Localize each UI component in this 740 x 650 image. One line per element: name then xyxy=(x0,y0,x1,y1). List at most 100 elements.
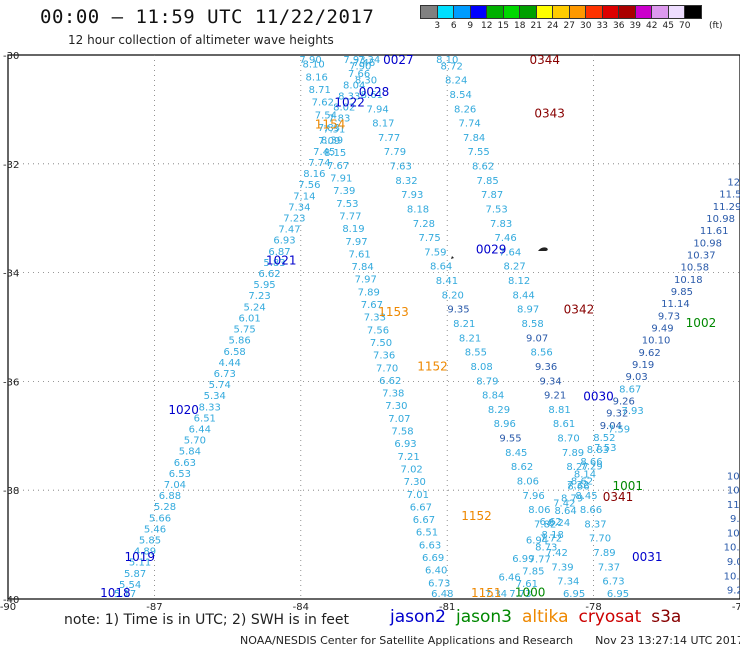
colorbar-label: 39 xyxy=(629,21,641,31)
wave-height-value: 8.18 xyxy=(407,204,429,215)
wave-height-value: 7.83 xyxy=(318,123,340,134)
wave-height-value: 8.32 xyxy=(395,176,417,187)
legend-item-jason2: jason2 xyxy=(390,607,446,627)
wave-height-value: 5.70 xyxy=(184,436,206,447)
wave-height-value: 6.88 xyxy=(159,491,181,502)
pass-time-label: 1022 xyxy=(334,96,365,110)
wave-height-value: 8.08 xyxy=(470,362,492,373)
wave-height-value: 8.29 xyxy=(488,405,510,416)
wave-height-value: 7.39 xyxy=(551,562,573,573)
wave-height-value: 6.73 xyxy=(214,369,236,380)
wave-height-value: 6.95 xyxy=(563,589,585,600)
wave-height-value: 6.40 xyxy=(425,566,447,577)
wave-height-value: 6.51 xyxy=(416,528,438,539)
wave-height-value: 8.44 xyxy=(512,290,534,301)
wave-height-value: 9.03 xyxy=(626,372,648,383)
wave-height-value: 7.66 xyxy=(348,69,370,80)
wave-height-value: 7.53 xyxy=(486,204,508,215)
lon-label: -84 xyxy=(293,602,309,613)
wave-height-value: 7.79 xyxy=(384,147,406,158)
pass-time-label: 1153 xyxy=(378,305,409,319)
wave-height-value: 8.81 xyxy=(548,405,570,416)
wave-height-value: 7.53 xyxy=(594,443,616,454)
wave-height-value: 11.14 xyxy=(661,299,690,310)
wave-height-value: 8.15 xyxy=(324,148,346,159)
wave-height-value: 8.84 xyxy=(482,391,504,402)
wave-height-value: 8.14 xyxy=(574,469,596,480)
lat-label: -38 xyxy=(3,486,19,497)
wave-height-value: 8.37 xyxy=(584,519,606,530)
lon-label: -87 xyxy=(146,602,162,613)
wave-height-value: 5.17 xyxy=(114,589,136,600)
wave-height-value: 7.84 xyxy=(463,133,485,144)
wave-height-value: 7.37 xyxy=(598,562,620,573)
wave-height-value: 7.89 xyxy=(593,548,615,559)
colorbar-label: 33 xyxy=(596,21,608,31)
wave-height-value: 5.11 xyxy=(129,558,151,569)
colorbar-label: 24 xyxy=(547,21,559,31)
wave-height-value: 8.62 xyxy=(472,162,494,173)
wave-height-value: 9.73 xyxy=(658,311,680,322)
wave-height-value: 10.7 xyxy=(727,471,740,482)
wave-height-value: 7.02 xyxy=(401,464,423,475)
lon-label: -81 xyxy=(439,602,455,613)
colorbar-label: 18 xyxy=(514,21,526,31)
wave-height-value: 8.04 xyxy=(343,80,365,91)
wave-height-value: 7.58 xyxy=(391,427,413,438)
map-title: 00:00 – 11:59 UTC 11/22/2017 xyxy=(40,6,375,28)
wave-height-value: 8.41 xyxy=(436,276,458,287)
wave-height-value: 7.53 xyxy=(336,199,358,210)
pass-time-label: 0029 xyxy=(476,243,507,257)
wave-height-value: 7.46 xyxy=(494,233,516,244)
wave-height-value: 6.63 xyxy=(419,540,441,551)
wave-height-value: 6.93 xyxy=(273,236,295,247)
pass-time-label: 1019 xyxy=(124,550,155,564)
wave-height-value: 7.38 xyxy=(382,389,404,400)
wave-height-value: 4.89 xyxy=(134,547,156,558)
wave-height-value: 7.72 xyxy=(540,534,562,545)
wave-height-value: 7.55 xyxy=(468,147,490,158)
wave-height-value: 8.62 xyxy=(571,476,593,487)
wave-height-value: 6.53 xyxy=(169,469,191,480)
wave-height-value: 7.83 xyxy=(328,114,350,125)
legend-item-cryosat: cryosat xyxy=(578,607,642,627)
wave-height-value: 5.87 xyxy=(124,569,146,580)
wave-height-value: 6.87 xyxy=(268,247,290,258)
colorbar-label: 21 xyxy=(530,21,542,31)
wave-height-value: 7.28 xyxy=(413,219,435,230)
wave-height-value: 7.93 xyxy=(343,55,365,66)
wave-height-value: 9.9 xyxy=(730,514,740,525)
wave-height-value: 8.67 xyxy=(619,384,641,395)
wave-height-value: 11.29 xyxy=(713,202,740,213)
wave-height-value: 5.28 xyxy=(154,502,176,513)
wave-height-value: 8.02 xyxy=(333,103,355,114)
lat-label: -34 xyxy=(3,269,19,280)
wave-height-value: 7.94 xyxy=(366,104,388,115)
wave-height-value: 7.01 xyxy=(407,490,429,501)
wave-height-value: 6.62 xyxy=(379,376,401,387)
pass-time-label: 0342 xyxy=(564,302,595,316)
wave-height-value: 5.46 xyxy=(144,524,166,535)
wave-height-value: 5.85 xyxy=(139,535,161,546)
wave-height-value: 8.27 xyxy=(566,462,588,473)
wave-height-value: 4.44 xyxy=(219,358,241,369)
wave-height-value: 9.04 xyxy=(600,421,622,432)
pass-time-label: 0028 xyxy=(359,85,390,99)
wave-height-value: 7.39 xyxy=(333,186,355,197)
wave-height-value: 7.93 xyxy=(401,190,423,201)
wave-height-value: 7.96 xyxy=(522,491,544,502)
wave-height-value: 10.03 xyxy=(724,571,740,582)
colorbar-swatch xyxy=(684,5,702,19)
wave-height-value: 9.36 xyxy=(535,362,557,373)
pass-time-label: 1000 xyxy=(515,585,546,599)
wave-height-value: 5.74 xyxy=(209,380,231,391)
wave-height-value: 7.32 xyxy=(567,480,589,491)
wave-height-value: 10.20 xyxy=(724,543,740,554)
legend-item-altika: altika xyxy=(522,607,569,627)
colorbar-label: 45 xyxy=(662,21,674,31)
wave-height-value: 8.17 xyxy=(372,119,394,130)
wave-height-value: 7.70 xyxy=(376,363,398,374)
wave-height-value: 7.70 xyxy=(589,534,611,545)
